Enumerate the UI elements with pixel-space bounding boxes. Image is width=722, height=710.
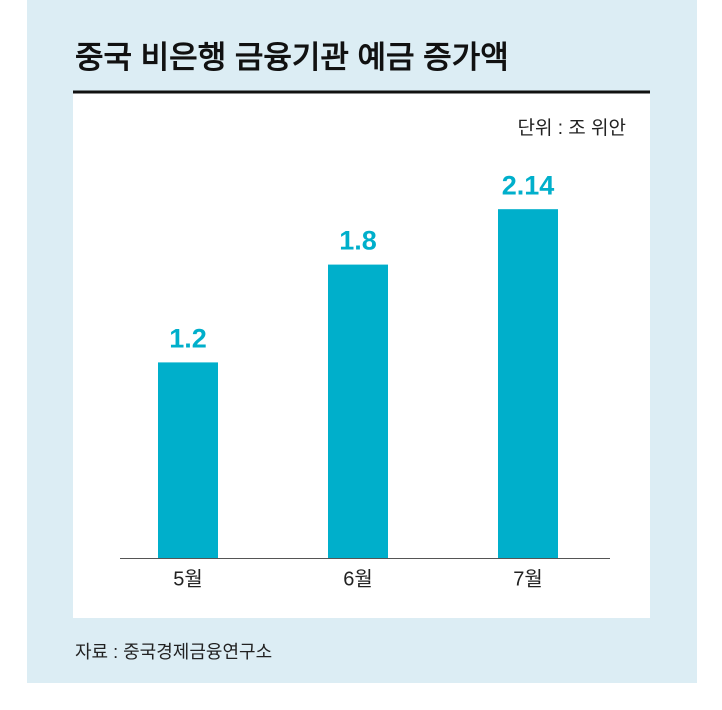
source-note: 자료 : 중국경제금융연구소 bbox=[75, 642, 272, 662]
value-label: 2.14 bbox=[502, 170, 555, 200]
bar bbox=[158, 362, 218, 558]
bar bbox=[328, 264, 388, 558]
x-tick-label: 7월 bbox=[513, 567, 543, 590]
value-label: 1.2 bbox=[169, 324, 207, 354]
value-label: 1.8 bbox=[339, 226, 377, 256]
unit-note: 단위 : 조 위안 bbox=[517, 117, 626, 139]
chart-title: 중국 비은행 금융기관 예금 증가액 bbox=[75, 40, 509, 75]
bar bbox=[498, 209, 558, 558]
x-tick-label: 6월 bbox=[343, 567, 373, 590]
x-tick-label: 5월 bbox=[173, 567, 203, 590]
